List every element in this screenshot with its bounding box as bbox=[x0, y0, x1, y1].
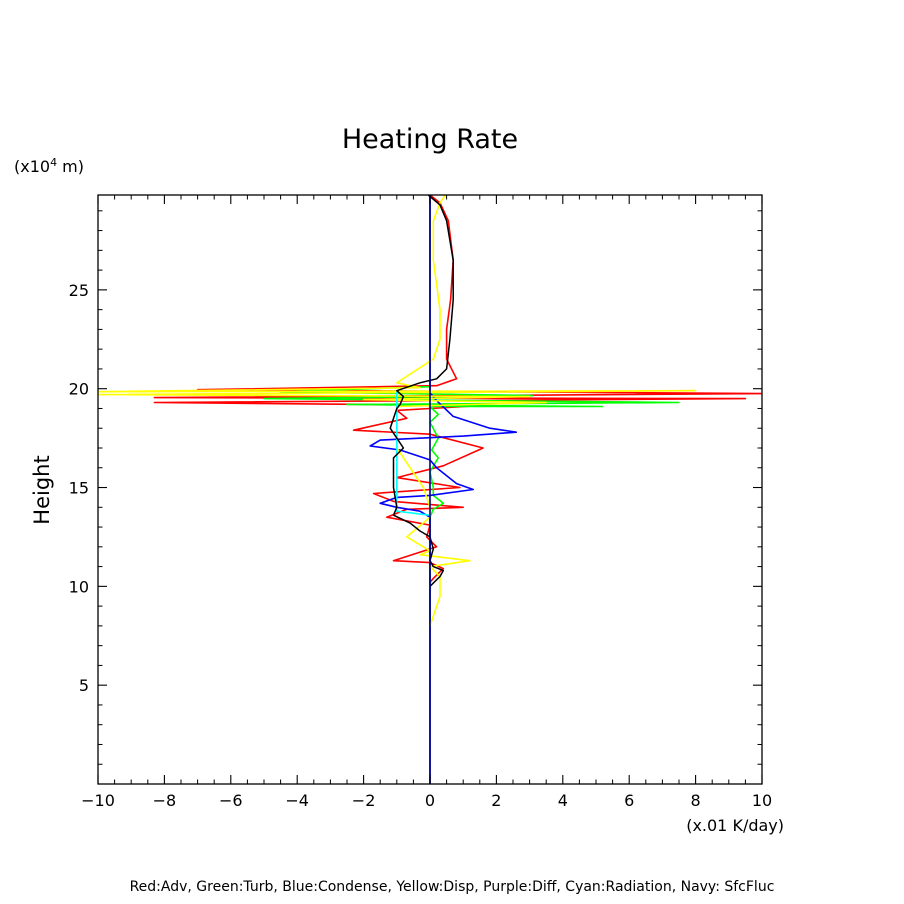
y-axis-label: Height bbox=[30, 455, 54, 524]
x-tick-label: 6 bbox=[624, 791, 634, 810]
x-tick-label: −2 bbox=[352, 791, 376, 810]
y-unit-exponent: 4 bbox=[50, 156, 57, 169]
plot-frame bbox=[97, 194, 763, 785]
x-tick-label: −10 bbox=[81, 791, 115, 810]
series-line-adv bbox=[153, 195, 762, 583]
x-tick-label: 4 bbox=[558, 791, 568, 810]
x-tick-label: −4 bbox=[285, 791, 309, 810]
y-unit-label: (x104 m) bbox=[14, 156, 84, 176]
y-tick-label: 5 bbox=[79, 676, 89, 695]
series-line-radiation bbox=[396, 391, 431, 516]
y-tick-label: 20 bbox=[69, 380, 89, 399]
series-layer bbox=[98, 195, 762, 784]
series-line-total bbox=[389, 195, 454, 587]
x-tick-label: −6 bbox=[219, 791, 243, 810]
series-line-condense bbox=[369, 195, 518, 784]
series-line-disp bbox=[98, 195, 697, 627]
series-line-turb bbox=[263, 385, 680, 626]
x-tick-label: 0 bbox=[425, 791, 435, 810]
x-tick-label: 10 bbox=[752, 791, 772, 810]
chart-footer-legend: Red:Adv, Green:Turb, Blue:Condense, Yell… bbox=[130, 879, 775, 895]
x-tick-label: 2 bbox=[491, 791, 501, 810]
x-tick-label: −8 bbox=[153, 791, 177, 810]
y-tick-label: 25 bbox=[69, 281, 89, 300]
y-unit-prefix: (x10 bbox=[14, 157, 50, 176]
x-axis-label: (x.01 K/day) bbox=[686, 816, 784, 835]
y-tick-label: 10 bbox=[69, 577, 89, 596]
y-tick-label: 15 bbox=[69, 479, 89, 498]
x-tick-label: 8 bbox=[691, 791, 701, 810]
tick-layer: −10 −8 −6 −4 −2 0 2 4 6 8 10 5 10 15 20 25 bbox=[69, 195, 772, 810]
chart-title: Heating Rate bbox=[342, 124, 518, 155]
y-unit-suffix: m) bbox=[57, 157, 84, 176]
